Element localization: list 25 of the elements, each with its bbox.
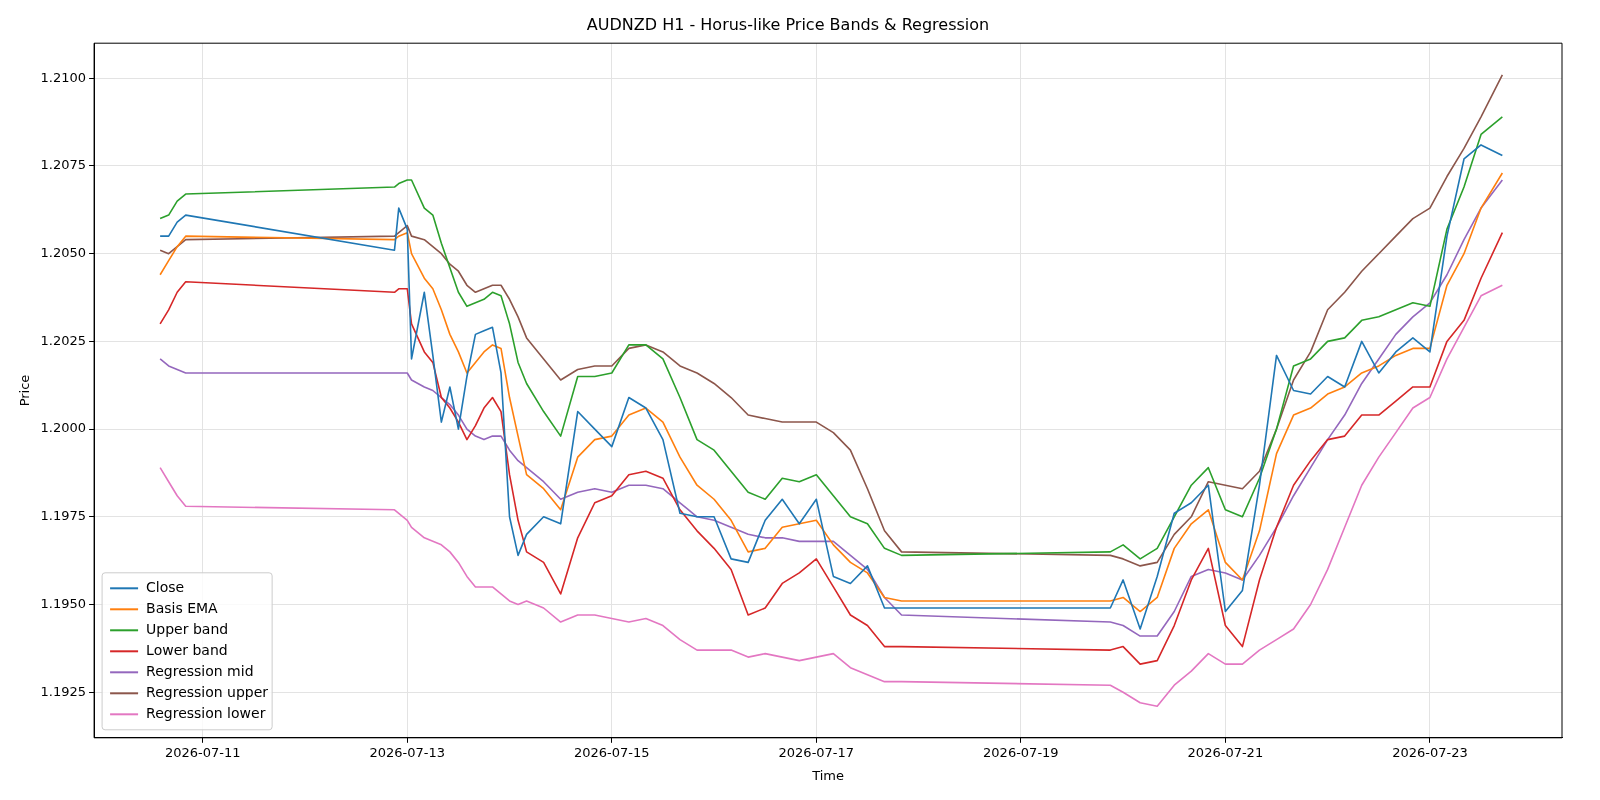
y-tick-label: 1.2100 [40,69,87,85]
legend-label: Upper band [146,620,229,637]
legend-label: Regression mid [146,662,254,679]
chart-title: AUDNZD H1 - Horus-like Price Bands & Regression [586,14,990,34]
x-tick-label: 2026-07-17 [778,744,855,760]
y-tick-label: 1.1975 [40,508,87,524]
y-tick-label: 1.2075 [40,157,87,173]
x-tick-label: 2026-07-23 [1392,744,1468,760]
y-tick-label: 1.1925 [40,683,87,699]
legend-label: Regression lower [146,704,266,721]
x-tick-label: 2026-07-11 [164,744,241,760]
legend-label: Close [146,578,185,595]
x-tick-label: 2026-07-13 [369,744,446,760]
legend-label: Basis EMA [146,599,219,616]
y-tick-label: 1.1950 [40,595,87,611]
x-tick-label: 2026-07-19 [983,744,1059,760]
y-axis-title: Price [17,374,33,407]
x-axis-title: Time [811,767,844,783]
legend-label: Regression upper [146,683,269,700]
x-tick-label: 2026-07-21 [1187,744,1264,760]
y-tick-label: 1.2025 [40,332,87,348]
y-tick-label: 1.2050 [40,245,87,261]
x-tick-label: 2026-07-15 [574,744,650,760]
legend-label: Lower band [146,641,228,658]
y-tick-label: 1.2000 [40,420,87,436]
